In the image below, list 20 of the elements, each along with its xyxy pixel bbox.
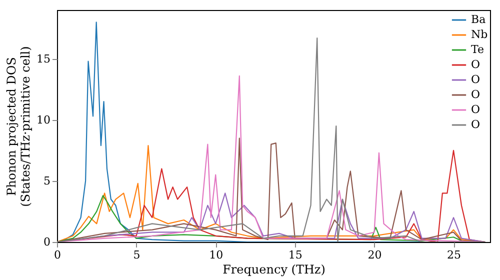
legend-label: Ba: [471, 13, 486, 26]
legend-label: Te: [471, 43, 484, 56]
x-tick-label: 15: [288, 248, 302, 262]
legend-label: O: [471, 118, 480, 131]
x-tick-label: 25: [447, 248, 462, 262]
legend-label: O: [471, 58, 480, 71]
y-axis-title: Phonon projected DOS (States/THz·primitive cell): [4, 46, 33, 207]
y-tick-label: 15: [36, 52, 50, 66]
legend-label: Nb: [471, 28, 488, 41]
x-tick-label: 0: [54, 248, 61, 262]
legend-label: O: [471, 73, 480, 86]
x-tick-label: 10: [209, 248, 224, 262]
x-tick-label: 20: [368, 248, 382, 262]
x-tick-label: 5: [133, 248, 140, 262]
x-axis-title: Frequency (THz): [222, 262, 326, 276]
legend-label: O: [471, 88, 480, 101]
y-tick-label: 5: [44, 174, 50, 188]
legend-label: O: [471, 103, 480, 116]
y-tick-label: 10: [36, 113, 50, 126]
y-tick-label: 0: [44, 236, 50, 248]
